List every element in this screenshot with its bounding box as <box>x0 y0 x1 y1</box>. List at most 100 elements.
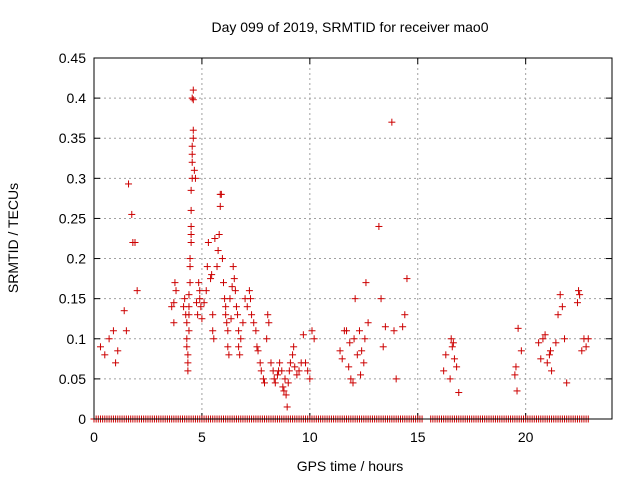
data-point <box>181 295 189 303</box>
data-point <box>552 339 560 347</box>
data-point <box>281 375 289 383</box>
data-point <box>285 367 293 375</box>
data-point <box>211 235 219 242</box>
y-tick-label: 0 <box>78 411 86 427</box>
data-point <box>399 323 407 331</box>
data-point <box>183 319 191 327</box>
data-point <box>539 335 547 343</box>
data-point <box>379 343 387 351</box>
data-point <box>193 299 201 307</box>
data-point <box>189 86 197 94</box>
data-point <box>361 335 369 343</box>
data-point <box>190 166 198 174</box>
data-point <box>224 343 232 351</box>
y-tick-label: 0.25 <box>59 210 86 226</box>
y-tick-label: 0.3 <box>67 170 87 186</box>
data-point <box>210 335 218 343</box>
data-point <box>96 343 104 351</box>
data-point <box>128 210 136 218</box>
data-point <box>186 263 194 271</box>
data-point <box>120 307 128 315</box>
data-point <box>543 359 551 367</box>
y-tick-label: 0.2 <box>67 251 87 267</box>
data-point <box>189 134 197 142</box>
data-point <box>351 295 359 303</box>
data-point <box>228 283 236 291</box>
y-tick-label: 0.05 <box>59 371 86 387</box>
data-point <box>239 319 247 327</box>
data-point <box>202 287 210 295</box>
data-point <box>360 359 368 367</box>
data-point <box>345 363 353 371</box>
data-point <box>278 367 286 375</box>
data-point <box>222 303 230 311</box>
data-point <box>381 323 389 331</box>
data-point <box>295 367 303 375</box>
axis-ticks: 0 0.05 0.1 0.15 0.2 0.25 0.3 0.35 0.4 0.45 0 5 10 15 2… <box>59 50 612 445</box>
chart-title: Day 099 of 2019, SRMTID for receiver mao… <box>211 19 488 35</box>
data-point <box>336 347 344 355</box>
data-point <box>125 180 133 188</box>
data-point <box>364 319 372 327</box>
data-point <box>561 335 569 343</box>
data-point <box>187 186 195 194</box>
data-point <box>232 303 240 311</box>
data-point <box>220 279 227 287</box>
data-point <box>236 351 244 359</box>
data-point <box>453 363 461 371</box>
data-point <box>388 118 396 126</box>
data-point <box>243 303 251 311</box>
grid <box>94 58 612 419</box>
data-point <box>216 202 224 210</box>
data-point <box>358 347 366 355</box>
data-point <box>131 239 139 247</box>
data-point <box>101 351 109 359</box>
data-point <box>546 347 554 355</box>
data-point <box>217 190 225 198</box>
data-point <box>279 383 287 391</box>
data-point <box>545 351 553 359</box>
data-point <box>575 287 583 295</box>
data-point <box>290 343 298 351</box>
data-point <box>218 255 226 263</box>
y-tick-label: 0.35 <box>59 130 86 146</box>
y-tick-label: 0.4 <box>67 90 87 106</box>
data-point <box>446 375 454 383</box>
data-point <box>442 351 450 359</box>
data-point <box>343 327 351 335</box>
data-point <box>554 311 562 319</box>
x-tick-label: 10 <box>302 429 318 445</box>
data-points <box>90 86 592 423</box>
data-point <box>114 347 122 355</box>
data-point <box>273 371 281 379</box>
data-point <box>230 275 238 283</box>
data-point <box>109 327 117 335</box>
data-point <box>187 239 195 247</box>
data-point <box>188 150 196 158</box>
data-point <box>286 359 294 367</box>
data-point <box>194 311 202 319</box>
data-point <box>235 343 243 351</box>
data-point <box>346 339 354 347</box>
data-point <box>225 351 233 359</box>
data-point <box>455 389 463 397</box>
data-point <box>338 355 346 363</box>
data-point <box>392 375 400 383</box>
data-point <box>191 174 199 182</box>
data-point <box>170 299 178 307</box>
data-point <box>584 335 592 343</box>
data-point <box>188 142 196 150</box>
data-point <box>214 247 222 255</box>
data-point <box>576 291 584 299</box>
data-point <box>172 287 180 295</box>
data-point <box>186 279 194 287</box>
data-point <box>299 331 307 339</box>
data-point <box>223 319 231 327</box>
x-tick-label: 15 <box>410 429 426 445</box>
data-point <box>208 271 216 279</box>
data-point <box>226 295 234 303</box>
data-point <box>548 367 556 375</box>
data-point <box>357 371 365 379</box>
data-point <box>235 327 243 335</box>
data-point <box>184 359 192 367</box>
